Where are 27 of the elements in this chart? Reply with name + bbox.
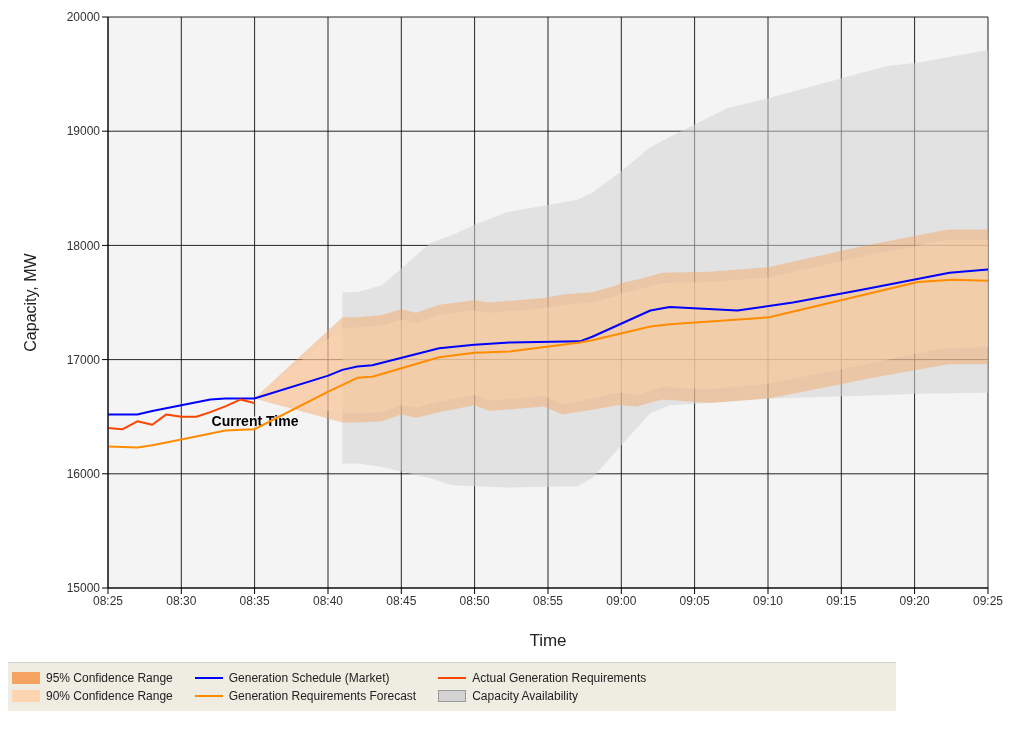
x-tick-label: 08:45 xyxy=(386,593,417,608)
legend-label: Generation Schedule (Market) xyxy=(228,671,390,685)
legend-label: Generation Requirements Forecast xyxy=(228,689,417,703)
y-axis-title: Capacity, MW xyxy=(21,252,39,352)
y-tick-label: 20000 xyxy=(66,10,101,25)
x-tick-label: 09:20 xyxy=(899,593,930,608)
legend-label: Capacity Availability xyxy=(472,689,579,703)
x-tick-label: 08:50 xyxy=(459,593,490,608)
y-tick-label: 17000 xyxy=(66,352,101,367)
x-tick-label: 08:35 xyxy=(239,593,270,608)
y-tick-label: 18000 xyxy=(66,238,101,253)
x-tick-label: 08:40 xyxy=(312,593,344,608)
legend-label: Actual Generation Requirements xyxy=(472,671,647,685)
y-tick-label: 15000 xyxy=(66,581,101,596)
x-tick-label: 08:30 xyxy=(166,593,197,608)
x-tick-label: 09:10 xyxy=(752,593,784,608)
y-tick-label: 16000 xyxy=(66,467,101,482)
x-tick-label: 08:25 xyxy=(92,593,124,608)
legend-label: 95% Confidence Range xyxy=(46,671,173,685)
x-tick-label: 08:55 xyxy=(532,593,564,608)
x-tick-label: 09:05 xyxy=(679,593,710,608)
y-tick-label: 19000 xyxy=(66,124,101,139)
x-tick-label: 09:25 xyxy=(972,593,1004,608)
x-tick-label: 09:15 xyxy=(826,593,857,608)
x-axis-title: Time xyxy=(529,631,567,650)
x-tick-label: 09:00 xyxy=(606,593,637,608)
legend-label: 90% Confidence Range xyxy=(46,689,173,703)
